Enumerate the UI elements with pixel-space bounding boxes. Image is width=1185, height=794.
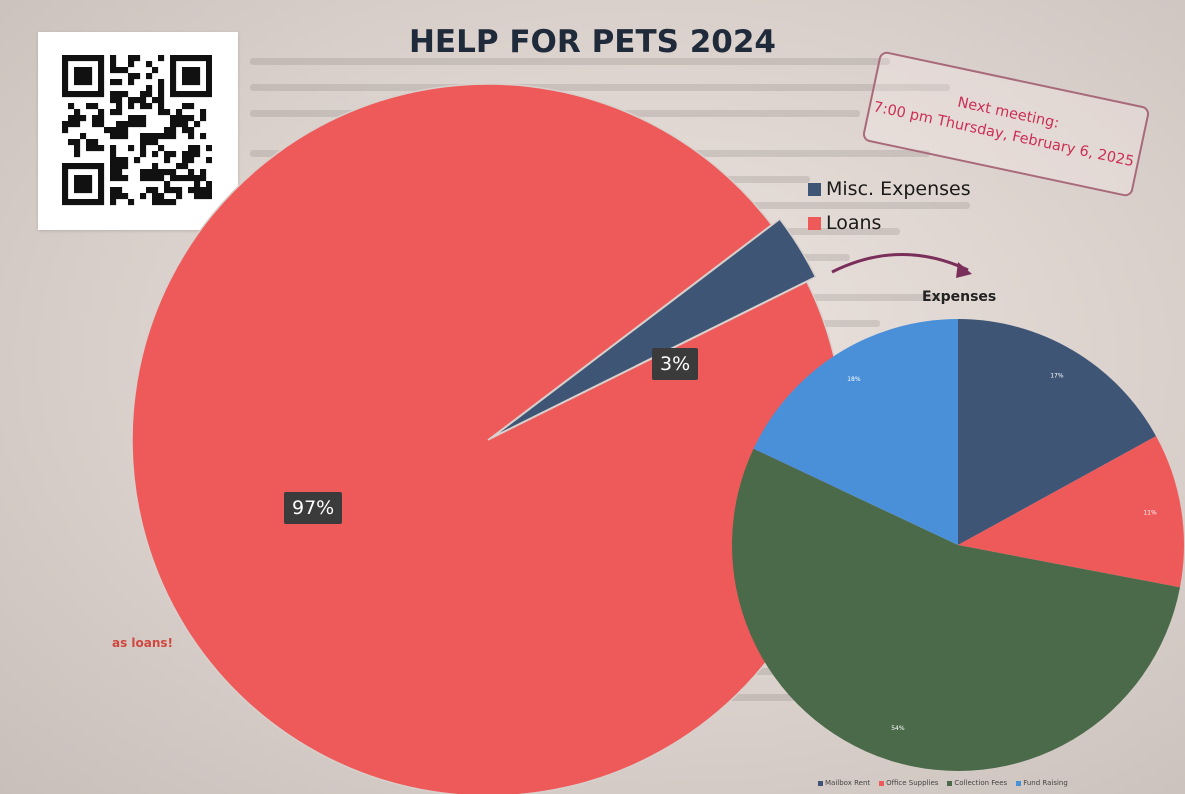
- legend-label-mailbox-rent: Mailbox Rent: [825, 779, 871, 787]
- legend-item-mailbox-rent: Mailbox Rent: [818, 779, 870, 787]
- expenses-slice-collection-fees: [732, 448, 1180, 771]
- legend-item-fund-raising: Fund Raising: [1016, 779, 1068, 787]
- qr-code-card[interactable]: [38, 32, 238, 230]
- legend-swatch-misc-expenses: [808, 182, 821, 196]
- legend-item-loans: Loans: [808, 206, 971, 240]
- legend-label-misc-expenses: Misc. Expenses: [826, 178, 971, 200]
- legend-swatch-fund-raising: [1016, 780, 1022, 786]
- slice-label-misc-expenses: 3%: [652, 348, 699, 380]
- legend-item-collection-fees: Collection Fees: [947, 779, 1007, 787]
- legend-item-misc-expenses: Misc. Expenses: [808, 172, 971, 206]
- expenses-chart-title: Expenses: [922, 289, 997, 305]
- legend-label-office-supplies: Office Supplies: [886, 779, 939, 787]
- expenses-legend: Mailbox Rent Office Supplies Collection …: [818, 779, 1077, 787]
- slice-label-loans: 97%: [284, 492, 343, 524]
- legend-swatch-mailbox-rent: [818, 780, 823, 786]
- expenses-slice-office-supplies: [958, 436, 1185, 588]
- expenses-label-fund-raising: 18%: [847, 376, 861, 383]
- expenses-label-mailbox-rent: 17%: [1050, 373, 1064, 380]
- page-title: HELP FOR PETS 2024: [408, 24, 777, 60]
- legend-item-office-supplies: Office Supplies: [879, 779, 938, 787]
- side-note: as loans!: [112, 636, 174, 650]
- expenses-slice-mailbox-rent: [958, 319, 1157, 545]
- pie-slice-misc-expenses: [492, 218, 817, 438]
- legend-swatch-collection-fees: [947, 780, 953, 786]
- legend-swatch-loans: [808, 216, 821, 230]
- expenses-slice-fund-raising: [753, 319, 958, 545]
- qr-code-icon: [62, 55, 212, 206]
- expenses-label-office-supplies: 11%: [1143, 510, 1157, 517]
- expenses-label-collection-fees: 54%: [891, 725, 905, 732]
- legend-swatch-office-supplies: [879, 780, 885, 786]
- legend-label-collection-fees: Collection Fees: [954, 779, 1008, 787]
- legend-label-fund-raising: Fund Raising: [1023, 779, 1068, 787]
- main-legend: Misc. Expenses Loans: [808, 172, 971, 240]
- legend-label-loans: Loans: [826, 212, 882, 234]
